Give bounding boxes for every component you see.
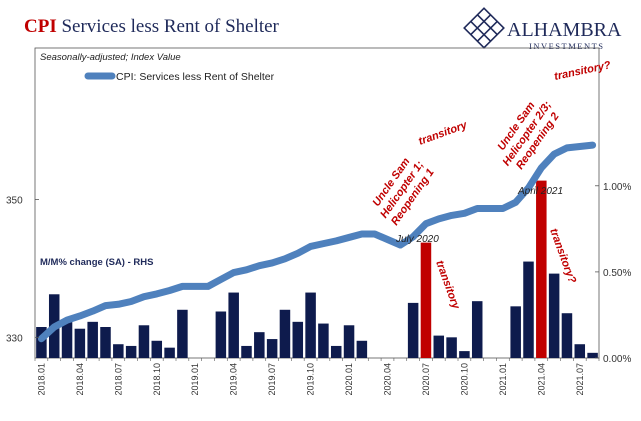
bar-2020.11 bbox=[471, 301, 483, 358]
bar-2021.04 bbox=[536, 180, 547, 358]
bar-2018.06 bbox=[100, 327, 111, 358]
rhs-label: M/M% change (SA) - RHS bbox=[40, 257, 153, 268]
legend-label: CPI: Services less Rent of Shelter bbox=[116, 71, 275, 83]
x-tick-label: 2018.10 bbox=[152, 363, 162, 396]
bar-2019.12 bbox=[330, 345, 342, 358]
annotation-helicopter-1: Uncle Sam Helicopter 1; Reopening 1 bbox=[370, 156, 436, 228]
bar-2018.07 bbox=[113, 344, 124, 358]
bar-2021.03 bbox=[523, 261, 534, 358]
bar-2018.12 bbox=[177, 309, 188, 358]
bar-2021.08 bbox=[587, 352, 598, 358]
x-tick-label: 2019.04 bbox=[229, 363, 239, 396]
bar-2018.04 bbox=[74, 328, 86, 358]
bar-2019.03 bbox=[215, 311, 227, 358]
x-tick-label: 2020.04 bbox=[383, 363, 393, 396]
right-tick-label: 0.00% bbox=[603, 354, 631, 365]
diamond-lattice-logo bbox=[463, 7, 505, 49]
axis-note: Seasonally-adjusted; Index Value bbox=[40, 52, 181, 63]
bar-2019.06 bbox=[254, 332, 265, 358]
bar-2020.01 bbox=[343, 325, 355, 358]
left-tick-label: 350 bbox=[6, 196, 23, 207]
x-tick-label: 2021.04 bbox=[536, 363, 546, 396]
bar-2019.11 bbox=[318, 323, 329, 358]
line-path bbox=[37, 141, 597, 343]
bar-2018.08 bbox=[125, 345, 137, 358]
bar-2020.02 bbox=[356, 340, 368, 358]
bar-series bbox=[36, 180, 598, 358]
x-tick-label: 2018.01 bbox=[36, 363, 46, 396]
annotation-april-2021: April 2021 bbox=[517, 186, 563, 197]
bar-2020.09 bbox=[446, 337, 457, 358]
x-tick-label: 2019.01 bbox=[190, 363, 200, 396]
x-tick-label: 2021.07 bbox=[575, 363, 585, 396]
bar-2019.04 bbox=[228, 292, 239, 358]
bar-2021.07 bbox=[574, 344, 586, 358]
left-axis: 330 350 bbox=[6, 196, 39, 344]
bar-2021.05 bbox=[548, 273, 560, 358]
bar-2020.10 bbox=[459, 351, 470, 358]
bar-2021.06 bbox=[561, 313, 573, 358]
bar-2020.07 bbox=[420, 242, 432, 358]
x-tick-label: 2020.01 bbox=[344, 363, 354, 396]
right-tick-label: 1.00% bbox=[603, 182, 631, 193]
x-tick-label: 2019.10 bbox=[306, 363, 316, 396]
x-tick-label: 2018.07 bbox=[113, 363, 123, 396]
right-axis: 0.00% 0.50% 1.00% bbox=[595, 182, 631, 365]
annotation-transitory-line-2: transitory? bbox=[553, 59, 612, 83]
bar-2018.11 bbox=[164, 347, 175, 358]
annotation-transitory-line-1: transitory bbox=[417, 119, 470, 148]
bar-2020.06 bbox=[407, 302, 419, 358]
x-tick-label: 2020.07 bbox=[421, 363, 431, 396]
bar-2018.03 bbox=[61, 321, 73, 358]
bar-2018.09 bbox=[138, 325, 150, 358]
x-tick-label: 2020.10 bbox=[459, 363, 469, 396]
bar-2018.01 bbox=[36, 327, 47, 358]
annotation-july-2020: July 2020 bbox=[395, 234, 439, 245]
line-series bbox=[37, 141, 597, 343]
bar-2019.10 bbox=[305, 292, 316, 358]
annotation-transitory-bar-1: transitory bbox=[433, 259, 462, 312]
right-tick-label: 0.50% bbox=[603, 268, 631, 279]
x-tick-label: 2019.07 bbox=[267, 363, 277, 396]
annotation-helicopter-2: Uncle Sam Helicopter 2/3; Reopening 2 bbox=[495, 99, 561, 172]
bar-2021.02 bbox=[510, 306, 521, 358]
x-axis: 2018.01 2018.04 2018.07 2018.10 2019.01 2019.… bbox=[34, 358, 600, 396]
bar-2019.08 bbox=[279, 309, 291, 358]
brand-subtitle: INVESTMENTS bbox=[529, 41, 605, 51]
left-tick-label: 330 bbox=[6, 333, 23, 344]
bar-2018.10 bbox=[151, 340, 163, 358]
x-tick-label: 2018.04 bbox=[75, 363, 85, 396]
bar-2019.09 bbox=[292, 321, 304, 358]
brand-name: ALHAMBRA bbox=[507, 19, 622, 41]
x-tick-label: 2021.01 bbox=[498, 363, 508, 396]
bar-2018.05 bbox=[87, 321, 98, 358]
chart-title: CPI Services less Rent of Shelter bbox=[24, 16, 280, 37]
bar-2020.08 bbox=[433, 335, 445, 358]
bar-2019.07 bbox=[266, 339, 278, 358]
bar-2019.05 bbox=[241, 345, 252, 358]
